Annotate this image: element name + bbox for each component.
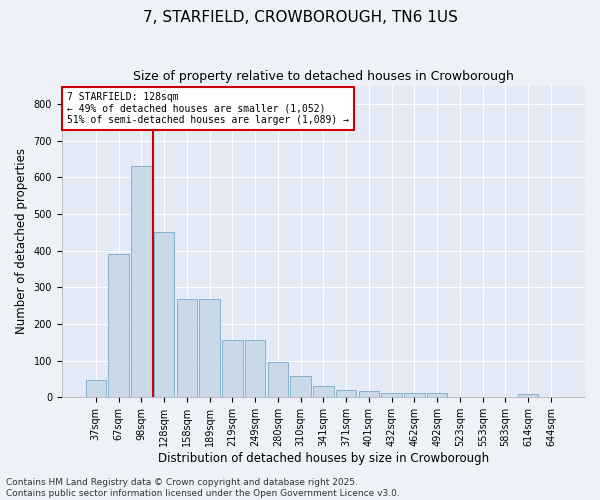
Bar — [86, 380, 106, 398]
Bar — [336, 390, 356, 398]
Bar — [222, 340, 242, 398]
Y-axis label: Number of detached properties: Number of detached properties — [15, 148, 28, 334]
Bar — [290, 376, 311, 398]
Bar — [176, 299, 197, 398]
Text: 7, STARFIELD, CROWBOROUGH, TN6 1US: 7, STARFIELD, CROWBOROUGH, TN6 1US — [143, 10, 457, 25]
Bar — [131, 166, 152, 398]
Bar — [109, 254, 129, 398]
Bar — [154, 232, 175, 398]
Bar — [427, 393, 448, 398]
Bar — [382, 393, 402, 398]
Text: 7 STARFIELD: 128sqm
← 49% of detached houses are smaller (1,052)
51% of semi-det: 7 STARFIELD: 128sqm ← 49% of detached ho… — [67, 92, 349, 125]
Bar — [313, 386, 334, 398]
Bar — [404, 393, 425, 398]
Bar — [245, 340, 265, 398]
Bar — [199, 299, 220, 398]
X-axis label: Distribution of detached houses by size in Crowborough: Distribution of detached houses by size … — [158, 452, 489, 465]
Bar — [518, 394, 538, 398]
Bar — [268, 362, 288, 398]
Text: Contains HM Land Registry data © Crown copyright and database right 2025.
Contai: Contains HM Land Registry data © Crown c… — [6, 478, 400, 498]
Title: Size of property relative to detached houses in Crowborough: Size of property relative to detached ho… — [133, 70, 514, 83]
Bar — [359, 390, 379, 398]
